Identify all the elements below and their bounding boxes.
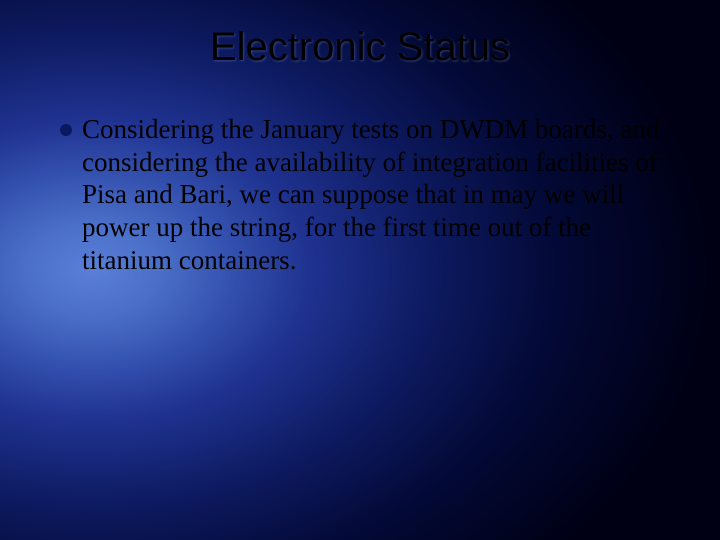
bullet-item: Considering the January tests on DWDM bo… <box>60 113 665 276</box>
bullet-dot-icon <box>60 124 72 136</box>
slide: Electronic Status Considering the Januar… <box>0 0 720 540</box>
bullet-text: Considering the January tests on DWDM bo… <box>82 113 665 276</box>
slide-title: Electronic Status <box>0 26 720 68</box>
slide-body: Considering the January tests on DWDM bo… <box>60 113 665 276</box>
